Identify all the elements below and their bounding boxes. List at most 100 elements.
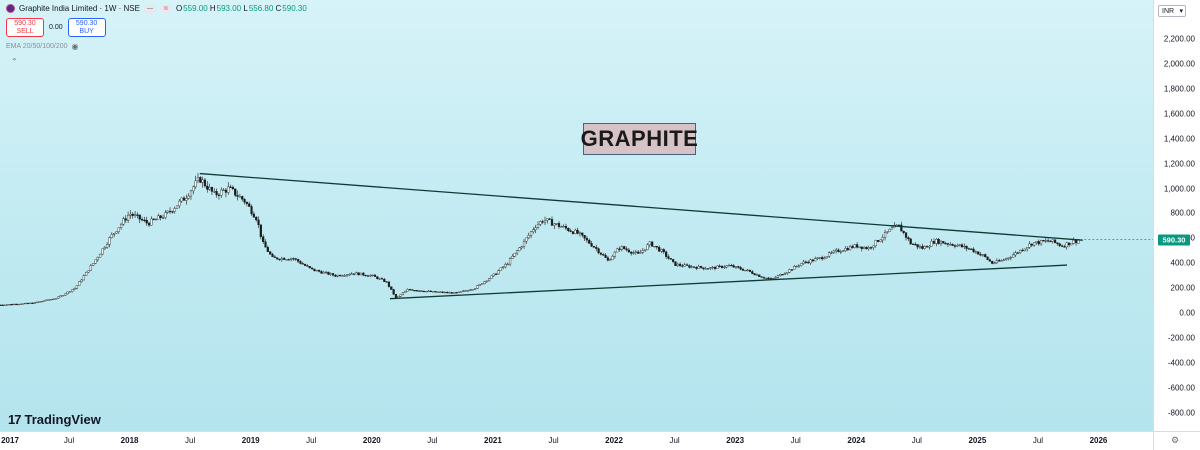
tradingview-wordmark: TradingView bbox=[24, 412, 101, 427]
indicator-legend[interactable]: EMA 20/50/100/200 ◉ bbox=[6, 42, 78, 51]
candle-body bbox=[194, 180, 197, 188]
candle-body bbox=[571, 231, 575, 234]
candle-body bbox=[455, 292, 458, 294]
candle-body bbox=[1053, 239, 1057, 243]
chart-plot-area[interactable] bbox=[0, 0, 1153, 431]
candle-body bbox=[627, 249, 630, 253]
candle-body bbox=[483, 281, 486, 284]
candle-body bbox=[767, 277, 770, 280]
candle-body bbox=[755, 274, 759, 276]
candle-body bbox=[54, 298, 57, 300]
candle-body bbox=[669, 258, 672, 260]
sell-label: SELL bbox=[16, 27, 34, 35]
candle-body bbox=[331, 273, 335, 276]
candle-body bbox=[469, 289, 472, 291]
candle-body bbox=[946, 243, 950, 245]
candle-body bbox=[499, 267, 502, 271]
candle-body bbox=[1070, 243, 1073, 246]
candle-body bbox=[26, 302, 30, 305]
price-tick-label: 1,600.00 bbox=[1163, 109, 1195, 119]
ohlc-high-key: H bbox=[209, 4, 216, 13]
candle-body bbox=[816, 257, 819, 259]
price-axis[interactable]: 2,200.00 2,000.00 1,800.00 1,600.00 1,400.00… bbox=[1153, 0, 1200, 431]
candle-body bbox=[1051, 239, 1054, 242]
legend-indicator-icon[interactable]: ≋ bbox=[159, 4, 172, 13]
candle-body bbox=[131, 213, 134, 216]
candle-body bbox=[818, 257, 821, 259]
last-price-label: 590.30 bbox=[1158, 234, 1190, 245]
candle-body bbox=[660, 249, 663, 252]
candle-body bbox=[534, 227, 537, 230]
candle-body bbox=[322, 271, 325, 274]
buy-button[interactable]: 590.30 BUY bbox=[67, 18, 106, 37]
time-axis[interactable]: 2017 Jul 2018 Jul 2019 Jul 2020 Jul 2021 Jul 2022 J… bbox=[0, 431, 1153, 450]
ema-indicator-label[interactable]: EMA 20/50/100/200 bbox=[6, 43, 68, 50]
candle-body bbox=[1012, 254, 1015, 258]
candle-body bbox=[525, 237, 528, 242]
candle-body bbox=[867, 247, 870, 250]
candle-body bbox=[220, 189, 223, 196]
candle-body bbox=[984, 254, 987, 258]
symbol-logo-icon bbox=[6, 4, 15, 13]
currency-selector[interactable]: INR ▾ bbox=[1158, 5, 1186, 17]
candle-body bbox=[583, 234, 586, 239]
price-tick-label: 1,400.00 bbox=[1163, 134, 1195, 144]
candle-body bbox=[373, 274, 377, 277]
candle-body bbox=[392, 289, 395, 295]
candle-body bbox=[485, 280, 488, 282]
candle-body bbox=[248, 203, 251, 207]
candle-body bbox=[299, 261, 302, 264]
candle-body bbox=[394, 294, 398, 298]
candle-body bbox=[96, 257, 99, 261]
candle-body bbox=[236, 195, 239, 197]
candle-body bbox=[676, 263, 679, 266]
candle-body bbox=[222, 189, 225, 191]
candle-body bbox=[206, 185, 209, 190]
trendline-lower bbox=[389, 264, 1068, 300]
tradingview-logo[interactable]: 17 TradingView bbox=[8, 412, 101, 427]
candle-body bbox=[751, 271, 754, 274]
candle-body bbox=[492, 273, 495, 277]
symbol-title[interactable]: Graphite India Limited · 1W · NSE bbox=[19, 4, 140, 13]
eye-icon[interactable]: ◉ bbox=[71, 42, 79, 51]
candle-body bbox=[443, 291, 446, 294]
candle-body bbox=[772, 277, 775, 280]
candle-body bbox=[390, 286, 393, 290]
candle-body bbox=[136, 214, 139, 216]
candle-body bbox=[471, 289, 474, 291]
candle-body bbox=[255, 216, 258, 221]
candle-body bbox=[508, 258, 512, 265]
candle-body bbox=[401, 292, 405, 295]
candle-body bbox=[681, 265, 684, 267]
candle-body bbox=[329, 273, 332, 275]
candle-body bbox=[979, 254, 982, 256]
candle-body bbox=[604, 255, 607, 258]
candle-body bbox=[352, 273, 356, 275]
candle-body bbox=[497, 270, 500, 275]
candle-body bbox=[557, 223, 561, 227]
candle-body bbox=[974, 251, 977, 253]
candle-body bbox=[1005, 258, 1008, 260]
graphite-annotation-label[interactable]: GRAPHITE bbox=[581, 123, 698, 155]
candle-body bbox=[1030, 243, 1033, 246]
candle-body bbox=[658, 246, 661, 252]
candle-body bbox=[175, 205, 179, 209]
candle-body bbox=[706, 268, 710, 270]
candle-body bbox=[620, 246, 623, 250]
candle-body bbox=[606, 257, 609, 261]
candle-body bbox=[862, 247, 866, 249]
candle-body bbox=[203, 179, 207, 187]
candle-body bbox=[10, 304, 13, 306]
candle-body bbox=[779, 274, 782, 276]
candle-body bbox=[371, 274, 374, 277]
chart-canvas[interactable] bbox=[0, 0, 1153, 431]
chevron-up-icon[interactable]: ⌃ bbox=[11, 57, 18, 66]
candle-body bbox=[1035, 241, 1038, 243]
candle-body bbox=[613, 251, 616, 257]
legend-hide-icon[interactable]: — bbox=[143, 4, 156, 13]
candle-body bbox=[106, 244, 109, 248]
gear-icon[interactable]: ⚙ bbox=[1171, 435, 1180, 445]
sell-button[interactable]: 590.30 SELL bbox=[6, 18, 44, 37]
tradingview-mark-icon: 17 bbox=[8, 412, 22, 427]
candle-body bbox=[52, 298, 55, 300]
